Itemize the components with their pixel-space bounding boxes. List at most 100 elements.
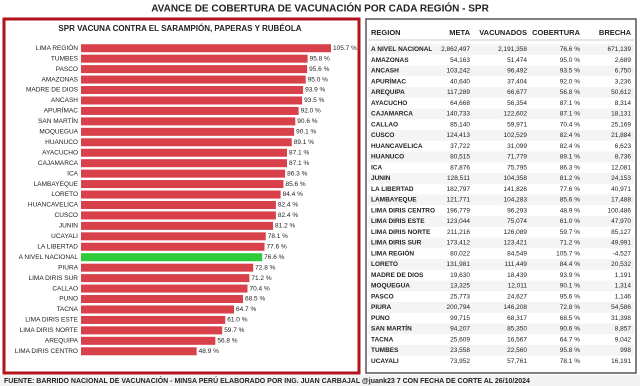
table-cell: 122,602 <box>504 111 528 118</box>
category-label: LIMA DIRIS NORTE <box>20 327 79 334</box>
category-label: LIMA DIRIS ESTE <box>25 317 78 324</box>
table-cell: 61.0 % <box>560 218 580 225</box>
column-header: VACUNADOS <box>479 28 527 37</box>
bar <box>81 159 288 168</box>
table-cell: 3,236 <box>615 78 632 85</box>
table-cell: 86.3 % <box>560 164 580 171</box>
table-cell: 71,779 <box>507 154 527 161</box>
table-cell: 123,421 <box>504 240 528 247</box>
table-cell: 87,876 <box>450 164 470 171</box>
row-band <box>368 130 634 141</box>
table-cell: 16,567 <box>507 336 527 343</box>
table-cell: 85.6 % <box>560 197 580 204</box>
bar <box>81 127 295 136</box>
table-cell: -4,527 <box>613 250 632 257</box>
table-cell: 126,089 <box>504 229 528 236</box>
value-label: 84.4 % <box>283 191 303 198</box>
table-cell: 92.0 % <box>560 78 580 85</box>
bar <box>81 295 244 304</box>
value-label: 82.4 % <box>278 202 298 209</box>
bar <box>81 274 250 283</box>
table-cell: 59,971 <box>507 121 527 128</box>
table-cell: 25,773 <box>450 293 470 300</box>
table-cell: 123,044 <box>447 218 471 225</box>
table-cell: 8,314 <box>615 100 632 107</box>
row-band <box>368 280 634 292</box>
table-cell: 117,289 <box>447 89 470 96</box>
table-cell: LORETO <box>371 261 398 268</box>
value-label: 81.2 % <box>275 223 295 230</box>
table-cell: MADRE DE DIOS <box>371 272 424 279</box>
table-cell: 13,325 <box>450 283 470 290</box>
bar <box>81 263 254 272</box>
table-cell: 25,169 <box>611 121 631 128</box>
row-band <box>368 65 634 77</box>
table-cell: LIMA DIRIS ESTE <box>371 218 425 225</box>
table-cell: 66,677 <box>507 89 527 96</box>
table-cell: 1,191 <box>615 272 632 279</box>
table-cell: 211,216 <box>447 229 470 236</box>
category-label: LORETO <box>51 191 78 198</box>
table-cell: 6,623 <box>615 143 632 150</box>
value-label: 56.8 % <box>217 338 237 345</box>
table-cell: 18,439 <box>507 272 527 279</box>
table-cell: 998 <box>620 347 631 354</box>
table-cell: 21,884 <box>611 132 631 139</box>
table-cell: PIURA <box>371 304 392 311</box>
table-cell: 100,486 <box>608 207 632 214</box>
table-cell: ANCASH <box>371 68 399 75</box>
table-cell: TACNA <box>371 336 394 343</box>
value-label: 89.1 % <box>294 139 314 146</box>
table-cell: 103,242 <box>447 68 471 75</box>
bar <box>81 138 292 147</box>
column-header: COBERTURA <box>532 28 580 37</box>
table-cell: LIMA DIRIS NORTE <box>371 229 431 236</box>
row-band <box>368 323 634 335</box>
value-label: 78.1 % <box>268 233 288 240</box>
table-cell: 37,404 <box>507 78 527 85</box>
table-cell: 12,011 <box>508 283 528 290</box>
bar <box>81 54 308 63</box>
table-cell: 196,779 <box>447 207 471 214</box>
value-label: 77.6 % <box>267 243 287 250</box>
category-label: AYACUCHO <box>42 149 78 156</box>
table-cell: 146,208 <box>504 304 528 311</box>
footer-bar <box>0 375 640 386</box>
table-cell: 2,689 <box>615 57 632 64</box>
table-cell: 104,283 <box>504 197 528 204</box>
bar <box>81 326 223 335</box>
table-cell: LIMA DIRIS SUR <box>371 240 422 247</box>
category-label: MOQUEGUA <box>39 129 78 136</box>
category-label: LAMBAYEQUE <box>34 181 79 188</box>
value-label: 82.4 % <box>278 212 298 219</box>
footer: FUENTE: BARRIDO NACIONAL DE VACUNACIÓN -… <box>4 376 530 385</box>
table-cell: 54,163 <box>450 57 470 64</box>
table-cell: 141,826 <box>504 186 528 193</box>
row-band <box>368 44 634 55</box>
bar <box>81 117 296 126</box>
table-cell: 70.4 % <box>560 121 580 128</box>
row-band <box>368 259 634 270</box>
value-label: 71.2 % <box>251 275 271 282</box>
category-label: UCAYALI <box>51 233 78 240</box>
table-cell: 111,449 <box>504 261 527 268</box>
table-cell: 22,560 <box>507 347 527 354</box>
table-cell: 77.6 % <box>560 186 580 193</box>
chart-title: SPR VACUNA CONTRA EL SARAMPIÓN, PAPERAS … <box>58 24 301 33</box>
table-cell: 8,857 <box>615 326 632 333</box>
table-cell: 84,549 <box>507 250 527 257</box>
column-header: REGION <box>371 28 401 37</box>
table-cell: 124,413 <box>447 132 471 139</box>
table-cell: 50,612 <box>611 89 631 96</box>
table-cell: CUSCO <box>371 132 394 139</box>
table-cell: 56,354 <box>507 100 527 107</box>
table-cell: 173,412 <box>447 240 471 247</box>
table-cell: 8,736 <box>615 154 632 161</box>
table-cell: 47,970 <box>611 218 631 225</box>
value-label: 92.0 % <box>301 108 321 115</box>
table-cell: 104,358 <box>504 175 528 182</box>
value-label: 85.6 % <box>285 181 305 188</box>
value-label: 105.7 % <box>333 45 357 52</box>
bar <box>81 75 306 84</box>
